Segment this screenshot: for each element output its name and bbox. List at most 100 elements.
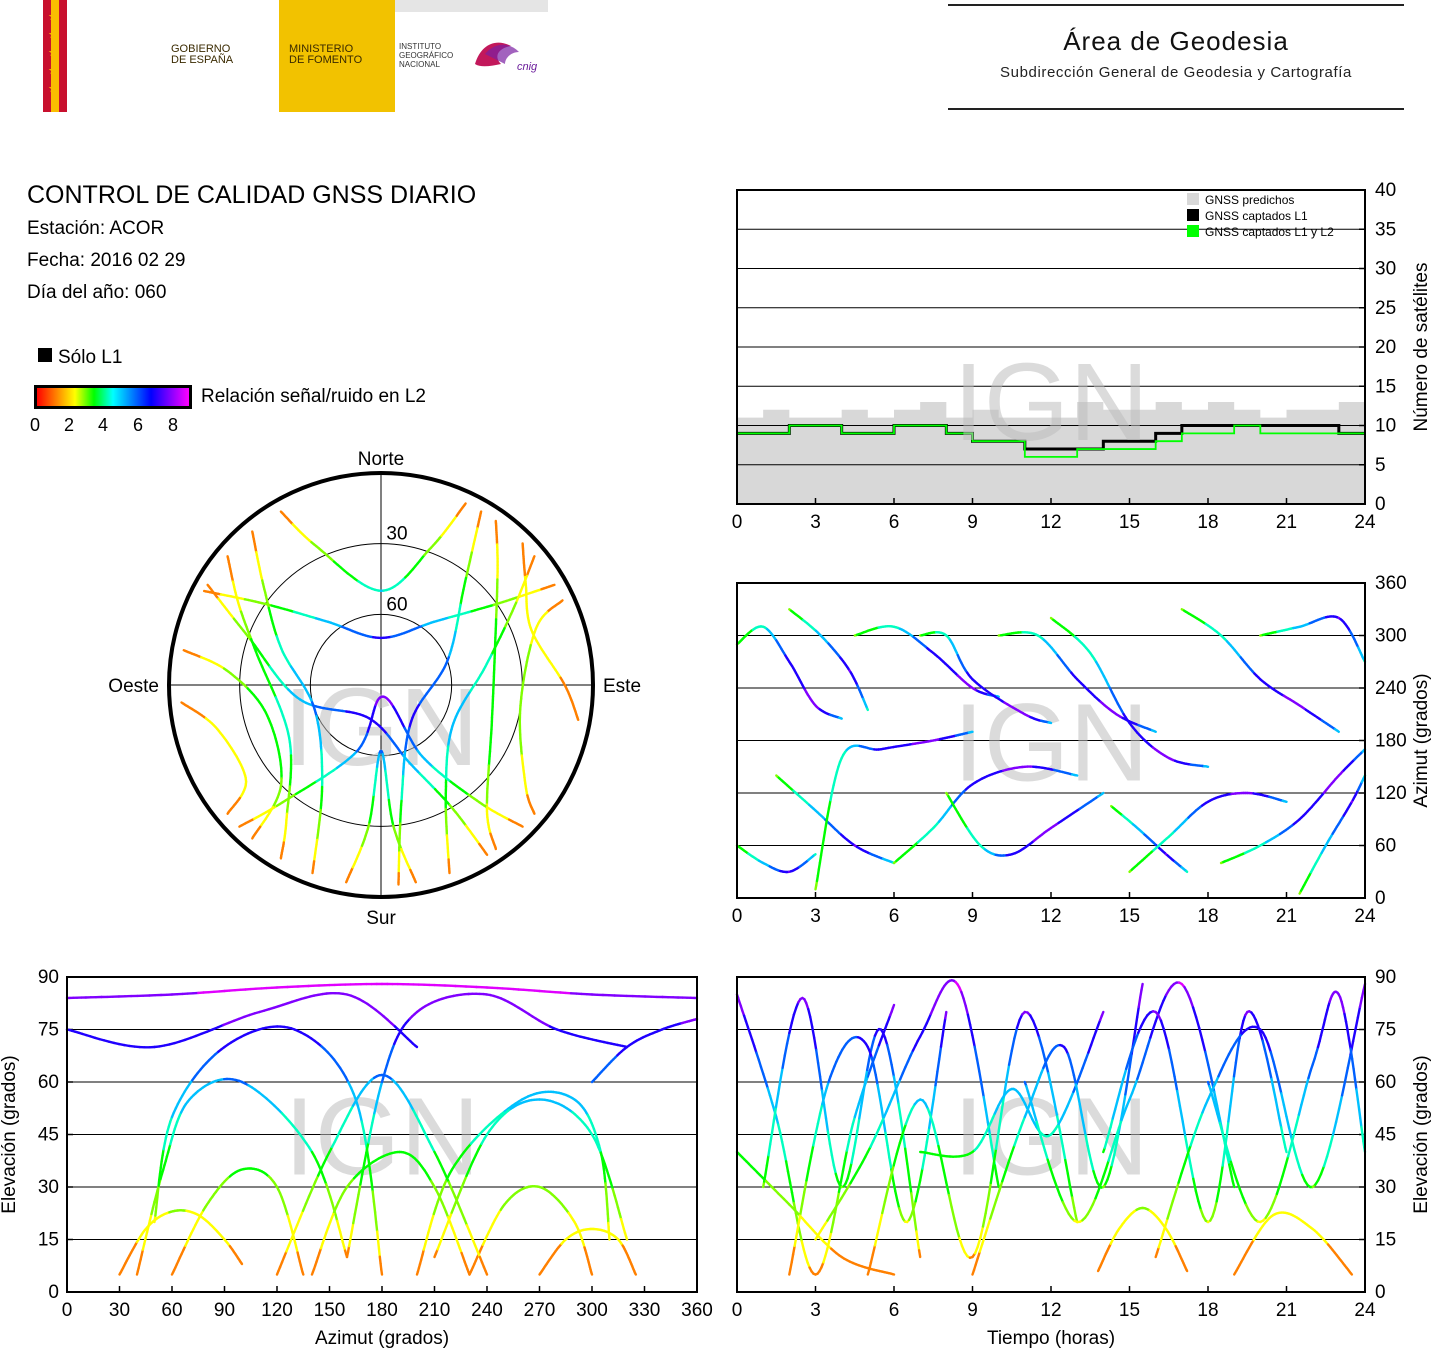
track-elevation_vs_time: [777, 1079, 782, 1096]
area-header: Área de Geodesia Subdirección General de…: [948, 4, 1404, 112]
track-elevation_vs_time: [1295, 1113, 1301, 1127]
x-tick-label: 9: [967, 512, 978, 533]
track-elevation_vs_time: [916, 1240, 921, 1252]
track-elevation_vs_time: [1340, 1080, 1347, 1097]
track-elevation_vs_time: [968, 1023, 974, 1037]
track-elevation_vs_time: [907, 1108, 913, 1118]
y-axis-label: Número de satélites: [1411, 263, 1432, 432]
track-elevation_vs_time: [979, 1225, 985, 1239]
track-elevation_vs_time: [1090, 1162, 1095, 1173]
track-elevation_vs_time: [1207, 1063, 1213, 1080]
x-tick-label: 330: [629, 1300, 661, 1321]
track-elevation_vs_time: [765, 1153, 770, 1167]
x-tick-label: 21: [1276, 512, 1297, 533]
track-elevation_vs_time: [941, 1024, 946, 1038]
track-elevation_vs_time: [809, 1016, 814, 1029]
track-elevation_vs_time: [816, 1061, 822, 1078]
track-elevation_vs_time: [1015, 1018, 1021, 1030]
track-elevation_vs_time: [1102, 1167, 1108, 1178]
track-elevation_vs_time: [989, 1208, 995, 1220]
track-elevation_vs_azimuth: [465, 1223, 471, 1234]
track-elevation_vs_time: [989, 1164, 995, 1185]
track-elevation_vs_azimuth: [371, 1111, 376, 1124]
track-elevation_vs_time: [889, 1164, 895, 1179]
track-elevation_vs_time: [1104, 1159, 1110, 1171]
colorbar-tick: 4: [98, 415, 109, 435]
track-elevation_vs_time: [1272, 1088, 1277, 1101]
legend-label: GNSS captados L1: [1205, 209, 1308, 223]
track-elevation_vs_time: [755, 1051, 760, 1061]
cnig-logo-icon: cnig: [475, 42, 537, 73]
x-tick-label: 12: [1040, 1300, 1061, 1321]
track-elevation_vs_time: [888, 1156, 893, 1171]
track-elevation_vs_time: [925, 1126, 931, 1144]
track-elevation_vs_time: [1112, 1134, 1118, 1146]
track-elevation_vs_time: [1215, 1189, 1220, 1203]
x-tick-label: 12: [1040, 906, 1061, 927]
track-elevation_vs_time: [1287, 1126, 1293, 1141]
track-elevation_vs_time: [830, 1154, 835, 1167]
eu-star-icon: ★: [48, 11, 58, 23]
track-elevation_vs_time: [770, 1118, 776, 1134]
track-elevation_vs_time: [823, 1087, 828, 1097]
ring-label-30: 30: [386, 524, 407, 545]
track-elevation_vs_azimuth: [447, 1181, 454, 1191]
track-elevation_vs_time: [1066, 1097, 1072, 1108]
track-elevation_vs_azimuth: [376, 1239, 381, 1251]
track-elevation_vs_time: [1113, 1098, 1120, 1111]
track-elevation_vs_time: [1356, 1098, 1361, 1111]
track-elevation_vs_time: [1188, 997, 1195, 1009]
track-elevation_vs_time: [1304, 1076, 1310, 1088]
track-elevation_vs_time: [845, 1139, 851, 1152]
track-elevation_vs_azimuth: [350, 1221, 355, 1233]
track-elevation_vs_time: [774, 1092, 780, 1109]
track-elevation_vs_time: [1266, 1042, 1273, 1054]
track-elevation_vs_time: [1119, 1077, 1125, 1091]
track-elevation_vs_time: [896, 1199, 901, 1210]
track-elevation_vs_time: [814, 1122, 820, 1136]
track-elevation_vs_azimuth: [374, 1220, 379, 1233]
track-elevation_vs_time: [1137, 996, 1142, 1008]
track-elevation_vs_time: [1076, 1092, 1082, 1106]
skyplot-track: [463, 502, 467, 506]
track-elevation_vs_time: [898, 1131, 904, 1145]
track-elevation_vs_time: [1343, 1012, 1348, 1023]
y-tick-label: 25: [1375, 298, 1396, 319]
track-elevation_vs_time: [764, 1079, 769, 1090]
track-elevation_vs_time: [1295, 1157, 1301, 1169]
y-tick-label: 240: [1375, 678, 1407, 699]
track-elevation_vs_time: [1151, 1020, 1157, 1031]
track-elevation_vs_time: [908, 1177, 913, 1195]
track-elevation_vs_time: [870, 1056, 875, 1067]
track-elevation_vs_time: [1292, 1123, 1298, 1137]
track-elevation_vs_time: [978, 1242, 984, 1253]
x-tick-label: 9: [967, 1300, 978, 1321]
track-azimuth_vs_time: [824, 814, 829, 826]
track-elevation_vs_time: [950, 1205, 956, 1220]
x-tick-label: 240: [471, 1300, 503, 1321]
x-tick-label: 3: [810, 1300, 821, 1321]
y-tick-label: 75: [1375, 1020, 1396, 1041]
track-elevation_vs_time: [1180, 1162, 1186, 1175]
track-elevation_vs_time: [790, 1191, 796, 1205]
track-elevation_vs_time: [1084, 1134, 1089, 1147]
ign-panel: [395, 0, 548, 112]
track-elevation_vs_time: [1111, 1108, 1117, 1120]
x-tick-label: 150: [314, 1300, 346, 1321]
track-azimuth_vs_time: [866, 707, 869, 712]
track-elevation_vs_time: [1072, 1206, 1077, 1217]
track-elevation_vs_time: [994, 1129, 1000, 1151]
track-elevation_vs_time: [971, 1034, 976, 1049]
track-elevation_vs_time: [1013, 1136, 1019, 1147]
x-tick-label: 24: [1354, 1300, 1376, 1321]
track-elevation_vs_azimuth: [372, 1200, 377, 1214]
direction-west: Oeste: [108, 676, 159, 697]
track-elevation_vs_time: [1166, 1208, 1172, 1220]
track-elevation_vs_time: [835, 1190, 841, 1204]
y-tick-label: 35: [1375, 219, 1396, 240]
track-elevation_vs_time: [912, 1200, 917, 1211]
track-elevation_vs_time: [1195, 1118, 1201, 1130]
track-elevation_vs_time: [929, 1114, 935, 1127]
track-elevation_vs_time: [953, 1217, 958, 1231]
track-elevation_vs_time: [1078, 1103, 1083, 1117]
